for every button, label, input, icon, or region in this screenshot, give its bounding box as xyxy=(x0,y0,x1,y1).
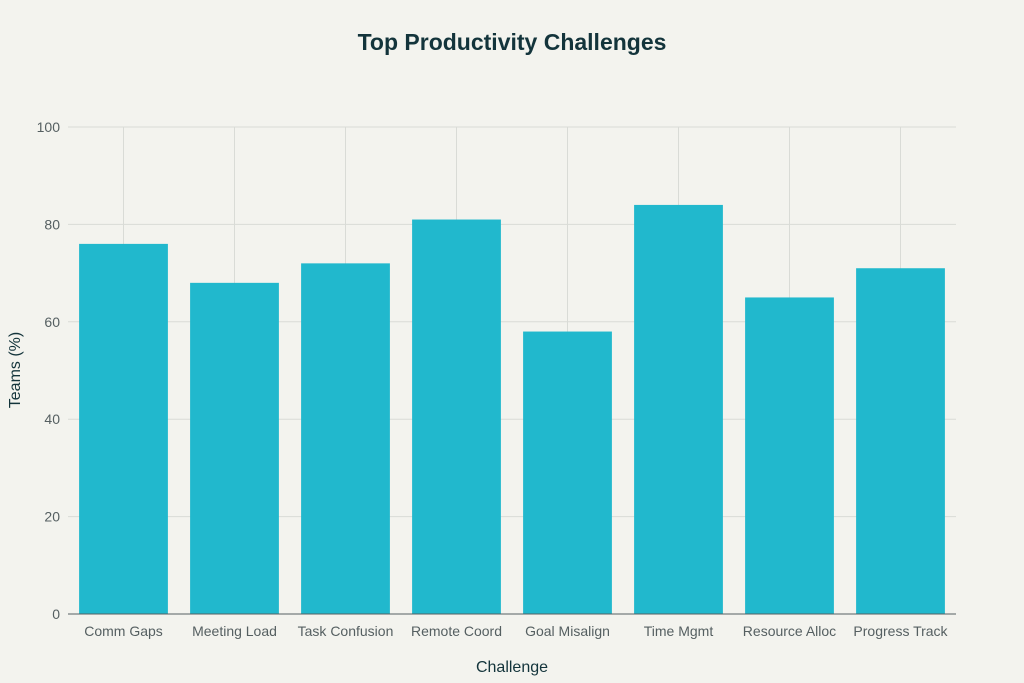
x-tick-label: Progress Track xyxy=(853,623,948,639)
y-tick-label: 0 xyxy=(52,606,60,622)
y-tick-label: 60 xyxy=(44,314,60,330)
bar-remote-coord xyxy=(412,219,501,614)
y-tick-label: 20 xyxy=(44,509,60,525)
x-axis-title: Challenge xyxy=(476,659,548,676)
y-axis-ticks: 0 20 40 60 80 100 xyxy=(37,119,61,622)
x-tick-label: Task Confusion xyxy=(298,623,394,639)
bar-resource-alloc xyxy=(745,297,834,614)
bar-time-mgmt xyxy=(634,204,723,615)
bar-task-confusion xyxy=(301,263,390,614)
bar-comm-gaps xyxy=(79,243,168,614)
x-tick-label: Goal Misalign xyxy=(525,623,610,639)
x-tick-label: Remote Coord xyxy=(411,623,502,639)
y-tick-label: 100 xyxy=(37,119,61,135)
bar-goal-misalign xyxy=(523,331,612,614)
y-axis-title: Teams (%) xyxy=(7,332,24,408)
bars xyxy=(79,204,945,615)
y-tick-label: 80 xyxy=(44,216,60,232)
y-tick-label: 40 xyxy=(44,411,60,427)
x-axis-ticks: Comm Gaps Meeting Load Task Confusion Remot… xyxy=(84,623,948,639)
x-tick-label: Comm Gaps xyxy=(84,623,163,639)
x-tick-label: Meeting Load xyxy=(192,623,277,639)
bar-meeting-load xyxy=(190,282,279,614)
x-tick-label: Resource Alloc xyxy=(743,623,836,639)
bar-progress-track xyxy=(856,268,945,614)
chart-title: Top Productivity Challenges xyxy=(358,29,667,55)
x-tick-label: Time Mgmt xyxy=(644,623,714,639)
